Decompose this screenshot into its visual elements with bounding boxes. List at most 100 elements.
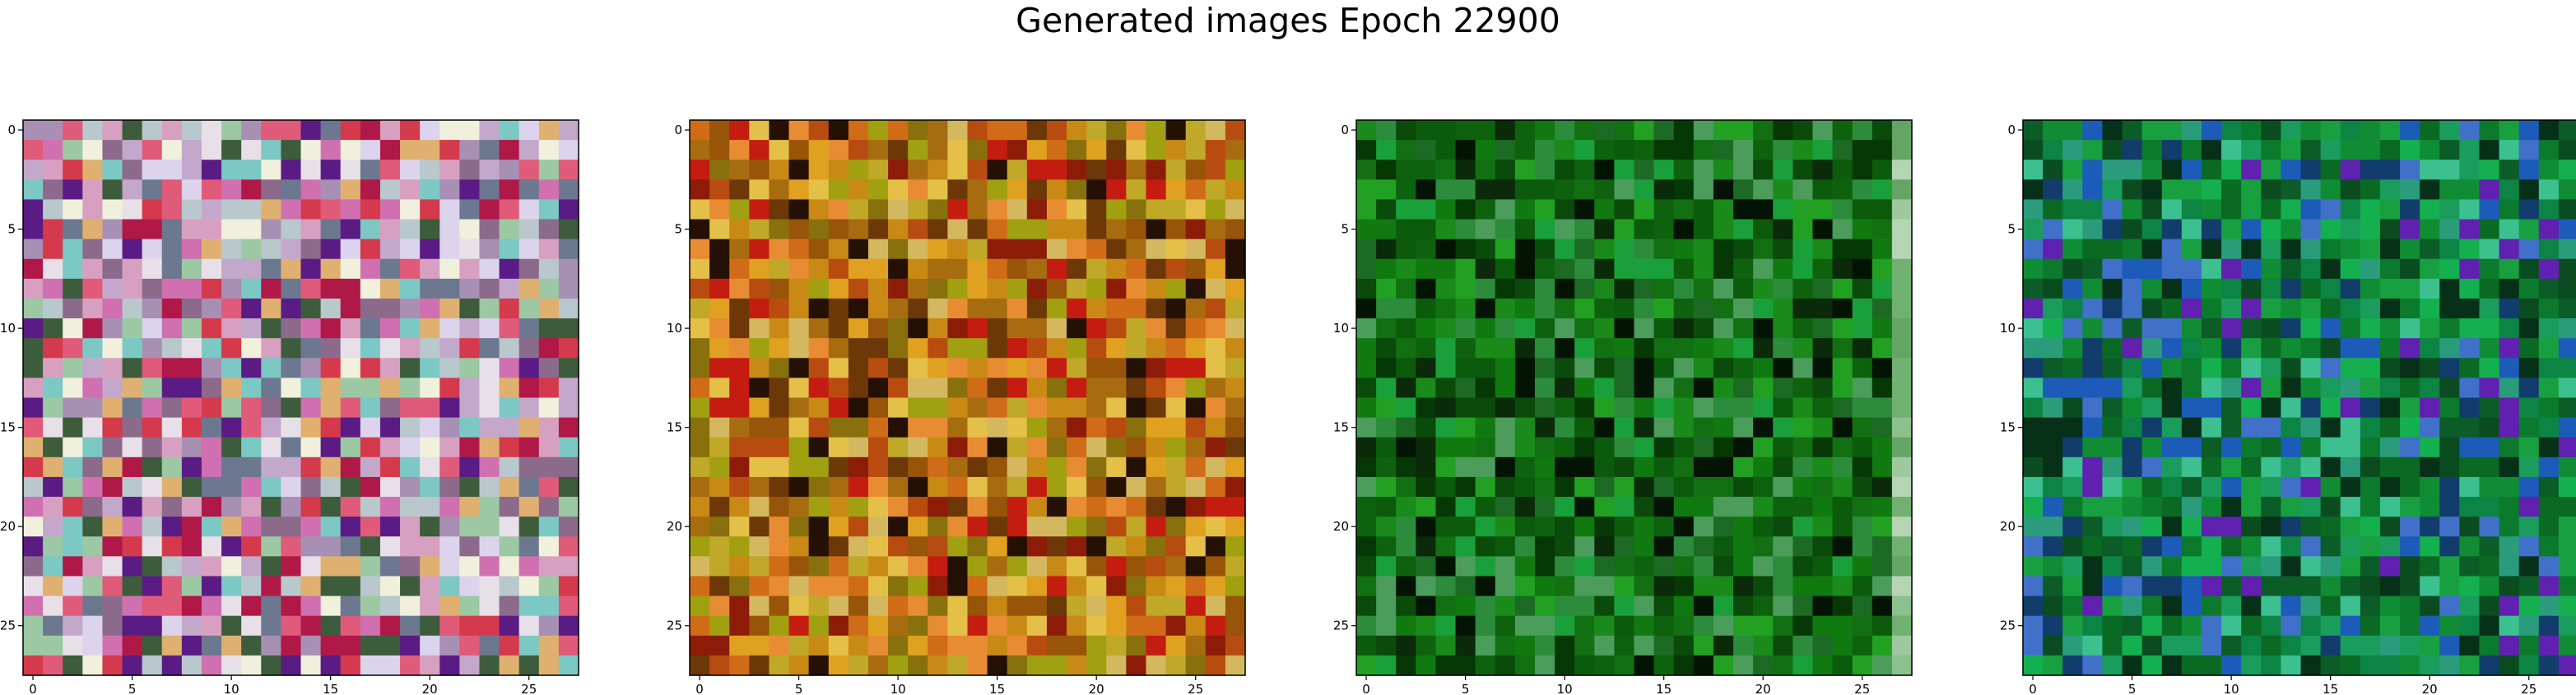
pixel-cell bbox=[1713, 635, 1734, 656]
pixel-cell bbox=[2379, 338, 2401, 359]
pixel-cell bbox=[1225, 239, 1246, 260]
pixel-cell bbox=[201, 239, 222, 260]
pixel-cell bbox=[538, 476, 560, 498]
pixel-cell bbox=[499, 278, 520, 299]
pixel-cell bbox=[241, 298, 262, 319]
pixel-cell bbox=[1733, 437, 1754, 458]
pixel-cell bbox=[439, 437, 460, 458]
pixel-cell bbox=[1812, 338, 1834, 359]
pixel-cell bbox=[867, 278, 889, 299]
pixel-cell bbox=[1026, 536, 1048, 557]
pixel-cell bbox=[1852, 635, 1873, 656]
pixel-cell bbox=[1046, 318, 1067, 339]
pixel-cell bbox=[499, 417, 520, 438]
pixel-cell bbox=[888, 576, 909, 597]
pixel-cell bbox=[749, 536, 770, 557]
pixel-cell bbox=[2023, 417, 2044, 438]
pixel-cell bbox=[1832, 219, 1853, 240]
pixel-cell bbox=[1614, 219, 1635, 240]
pixel-cell bbox=[241, 655, 262, 676]
pixel-cell bbox=[690, 476, 710, 498]
pixel-cell bbox=[1046, 536, 1067, 557]
pixel-cell bbox=[2161, 358, 2183, 378]
pixel-cell bbox=[709, 595, 730, 617]
pixel-cell bbox=[1693, 635, 1714, 656]
pixel-cell bbox=[2320, 120, 2341, 141]
pixel-cell bbox=[1396, 397, 1416, 419]
pixel-cell bbox=[2479, 318, 2500, 339]
pixel-cell bbox=[2499, 120, 2520, 141]
pixel-cell bbox=[2141, 595, 2163, 617]
pixel-cell bbox=[2261, 655, 2281, 676]
pixel-cell bbox=[2538, 358, 2560, 378]
pixel-cell bbox=[1205, 655, 1226, 676]
pixel-cell bbox=[2023, 258, 2044, 280]
pixel-cell bbox=[102, 655, 123, 676]
pixel-cell bbox=[1435, 456, 1457, 478]
pixel-cell bbox=[2538, 536, 2560, 557]
pixel-cell bbox=[281, 517, 302, 537]
pixel-cell bbox=[2538, 497, 2560, 517]
pixel-cell bbox=[459, 358, 481, 378]
pixel-cell bbox=[1634, 536, 1655, 557]
pixel-cell bbox=[2379, 179, 2401, 201]
pixel-cell bbox=[2281, 378, 2302, 399]
pixel-cell bbox=[1514, 160, 1536, 180]
pixel-cell bbox=[1225, 456, 1246, 478]
pixel-cell bbox=[2379, 140, 2401, 160]
pixel-cell bbox=[1026, 476, 1048, 498]
pixel-cell bbox=[769, 120, 790, 141]
pixel-cell bbox=[1185, 417, 1207, 438]
pixel-cell bbox=[1653, 476, 1675, 498]
pixel-cell bbox=[1225, 278, 1246, 299]
pixel-cell bbox=[1475, 517, 1496, 537]
pixel-cell bbox=[142, 476, 163, 498]
pixel-cell bbox=[1165, 179, 1187, 201]
pixel-cell bbox=[43, 378, 63, 399]
pixel-cell bbox=[749, 417, 770, 438]
pixel-cell bbox=[2558, 258, 2576, 280]
pixel-cell bbox=[2360, 476, 2381, 498]
pixel-cell bbox=[2400, 160, 2420, 180]
pixel-cell bbox=[23, 595, 44, 617]
pixel-cell bbox=[1514, 417, 1536, 438]
pixel-cell bbox=[1046, 219, 1067, 240]
pixel-cell bbox=[729, 239, 750, 260]
pixel-cell bbox=[828, 318, 849, 339]
pixel-cell bbox=[867, 517, 889, 537]
pixel-cell bbox=[122, 476, 143, 498]
pixel-cell bbox=[1872, 536, 1893, 557]
pixel-cell bbox=[420, 437, 440, 458]
pixel-cell bbox=[987, 595, 1008, 617]
pixel-cell bbox=[867, 576, 889, 597]
pixel-cell bbox=[518, 338, 540, 359]
pixel-cell bbox=[1495, 239, 1516, 260]
pixel-cell bbox=[340, 298, 361, 319]
pixel-cell bbox=[1653, 120, 1675, 141]
pixel-cell bbox=[2400, 655, 2420, 676]
pixel-cell bbox=[1713, 417, 1734, 438]
pixel-cell bbox=[2241, 318, 2262, 339]
pixel-cell bbox=[201, 417, 222, 438]
pixel-cell bbox=[2241, 358, 2262, 378]
pixel-cell bbox=[888, 595, 909, 617]
pixel-cell bbox=[1356, 258, 1377, 280]
pixel-cell bbox=[1614, 615, 1635, 637]
pixel-cell bbox=[161, 219, 183, 240]
pixel-cell bbox=[122, 358, 143, 378]
pixel-cell bbox=[2459, 635, 2481, 656]
pixel-cell bbox=[2439, 120, 2460, 141]
pixel-cell bbox=[1396, 536, 1416, 557]
pixel-cell bbox=[1753, 338, 1774, 359]
pixel-cell bbox=[1435, 437, 1457, 458]
pixel-cell bbox=[1455, 378, 1476, 399]
pixel-cell bbox=[142, 239, 163, 260]
pixel-cell bbox=[2122, 179, 2143, 201]
pixel-cell bbox=[360, 517, 381, 537]
pixel-cell bbox=[1574, 358, 1595, 378]
pixel-cell bbox=[1733, 358, 1754, 378]
pixel-cell bbox=[2122, 517, 2143, 537]
pixel-cell bbox=[828, 517, 849, 537]
pixel-cell bbox=[558, 595, 579, 617]
pixel-cell bbox=[1733, 615, 1754, 637]
